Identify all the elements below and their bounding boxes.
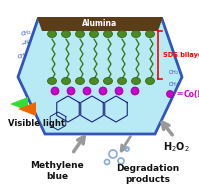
Text: $\mathregular{CH_2}$: $\mathregular{CH_2}$ bbox=[19, 27, 33, 39]
Text: H$_2$O$_2$: H$_2$O$_2$ bbox=[163, 140, 189, 154]
Ellipse shape bbox=[145, 77, 154, 84]
Ellipse shape bbox=[132, 77, 140, 84]
Ellipse shape bbox=[61, 30, 70, 37]
Ellipse shape bbox=[83, 87, 91, 95]
Text: ≡: ≡ bbox=[174, 90, 186, 98]
Ellipse shape bbox=[90, 30, 99, 37]
Ellipse shape bbox=[115, 87, 123, 95]
Text: SDS bilayer: SDS bilayer bbox=[163, 52, 199, 58]
Ellipse shape bbox=[103, 77, 112, 84]
Text: Methylene
blue: Methylene blue bbox=[30, 161, 84, 181]
Polygon shape bbox=[10, 97, 28, 111]
Ellipse shape bbox=[117, 77, 127, 84]
Ellipse shape bbox=[167, 91, 174, 98]
Text: $\mathregular{CH_3}$: $\mathregular{CH_3}$ bbox=[168, 80, 179, 89]
Ellipse shape bbox=[51, 87, 59, 95]
Text: $\mathregular{CH_2}$: $\mathregular{CH_2}$ bbox=[168, 68, 179, 77]
Ellipse shape bbox=[61, 77, 70, 84]
Ellipse shape bbox=[145, 30, 154, 37]
Ellipse shape bbox=[103, 30, 112, 37]
Ellipse shape bbox=[67, 87, 75, 95]
Text: $\mathregular{CH_3}$: $\mathregular{CH_3}$ bbox=[16, 50, 30, 62]
Ellipse shape bbox=[48, 30, 57, 37]
Text: Degradation
products: Degradation products bbox=[116, 164, 180, 184]
Ellipse shape bbox=[132, 30, 140, 37]
Text: Visible light: Visible light bbox=[8, 119, 65, 129]
Ellipse shape bbox=[90, 77, 99, 84]
Ellipse shape bbox=[99, 87, 107, 95]
Polygon shape bbox=[18, 102, 36, 116]
Polygon shape bbox=[37, 17, 163, 31]
Polygon shape bbox=[18, 19, 182, 134]
Ellipse shape bbox=[131, 87, 139, 95]
Ellipse shape bbox=[75, 77, 85, 84]
Text: Alumina: Alumina bbox=[82, 19, 118, 29]
Ellipse shape bbox=[75, 30, 85, 37]
Ellipse shape bbox=[48, 77, 57, 84]
Text: Co(II): Co(II) bbox=[184, 90, 199, 98]
Ellipse shape bbox=[117, 30, 127, 37]
Text: $\mathregular{-N}$: $\mathregular{-N}$ bbox=[19, 37, 31, 48]
